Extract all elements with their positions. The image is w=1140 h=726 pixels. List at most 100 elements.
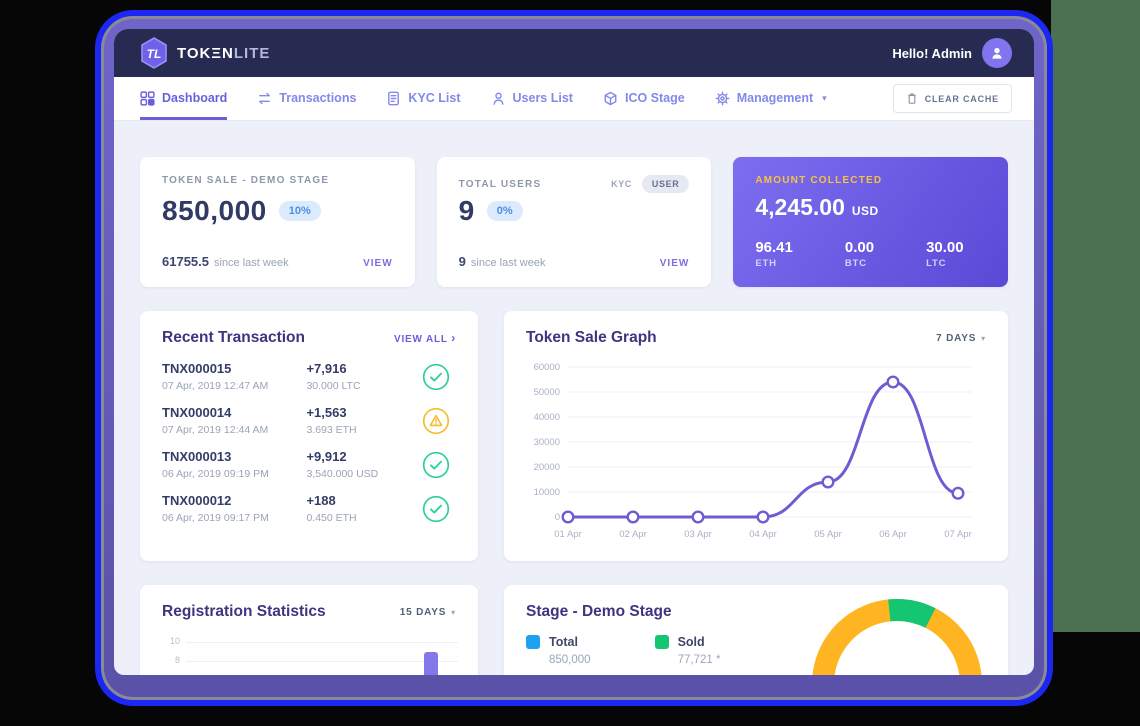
- registration-statistics-card: Registration Statistics 15 DAYS ▾ 10 8: [140, 585, 478, 675]
- transaction-status: [422, 407, 456, 435]
- view-all-link[interactable]: VIEW ALL ›: [393, 331, 456, 345]
- svg-text:60000: 60000: [534, 362, 560, 373]
- transaction-status: [422, 451, 456, 479]
- user-icon: [992, 47, 1002, 59]
- amount-collected-card: AMOUNT COLLECTED 4,245.00 USD 96.41 ETH 0.…: [733, 157, 1008, 287]
- transaction-status: [422, 363, 456, 391]
- transaction-amount: +7,916: [306, 361, 347, 376]
- stage-donut-chart: [802, 587, 992, 675]
- transaction-detail: 0.450 ETH: [306, 512, 357, 524]
- brand-name: TOKΞNLITE: [177, 44, 271, 62]
- stat-title: TOTAL USERS: [458, 178, 542, 190]
- kyc-user-toggle: KYC USER: [605, 175, 690, 193]
- svg-text:05 Apr: 05 Apr: [814, 529, 841, 540]
- legend-item-total: Total 850,000: [526, 635, 591, 666]
- dashboard-main: TOKEN SALE - DEMO STAGE 850,000 10% 6175…: [114, 121, 1034, 675]
- nav-item-dashboard[interactable]: Dashboard: [140, 77, 228, 120]
- nav-item-ico-stage[interactable]: ICO Stage: [603, 77, 685, 120]
- recent-transactions-card: Recent Transaction VIEW ALL › TNX000015 0…: [140, 311, 478, 561]
- backdrop-accent: [1051, 0, 1140, 632]
- success-check-icon: [422, 451, 450, 478]
- transaction-id: TNX000014: [162, 405, 232, 420]
- svg-text:03 Apr: 03 Apr: [684, 529, 711, 540]
- gear-icon: [715, 91, 730, 105]
- transaction-date: 07 Apr, 2019 12:44 AM: [162, 424, 269, 436]
- token-sale-line-chart: 0 10000 20000 30000 40000 50000 60000 01 Apr 02 …: [526, 355, 986, 543]
- success-check-icon: [422, 363, 450, 390]
- svg-text:40000: 40000: [534, 412, 560, 423]
- greeting-text: Hello! Admin: [892, 45, 972, 61]
- token-sale-value: 850,000: [162, 195, 267, 226]
- transaction-detail: 3,540.000 USD: [306, 468, 379, 480]
- transaction-id: TNX000012: [162, 493, 232, 508]
- token-sale-stat-card: TOKEN SALE - DEMO STAGE 850,000 10% 6175…: [140, 157, 415, 287]
- document-list-icon: [388, 91, 400, 105]
- cube-icon: [604, 91, 617, 105]
- swap-arrows-icon: [259, 92, 271, 104]
- dashboard-grid-icon: [140, 90, 155, 106]
- transaction-date: 06 Apr, 2019 09:17 PM: [162, 512, 269, 524]
- token-sale-graph-card: Token Sale Graph 7 DAYS ▾ 0 10000 20000 3000…: [504, 311, 1008, 561]
- transaction-detail: 3.693 ETH: [306, 424, 357, 436]
- total-users-badge: 0%: [486, 201, 523, 221]
- svg-text:50000: 50000: [534, 387, 560, 398]
- legend-item-sold: Sold 77,721 *: [654, 635, 720, 666]
- nav-item-users-list[interactable]: Users List: [491, 77, 573, 120]
- total-users-delta: 9: [458, 254, 466, 269]
- transaction-status: [422, 495, 456, 523]
- toggle-kyc[interactable]: KYC: [611, 179, 632, 189]
- amount-breakdown-item: 30.00 LTC: [926, 239, 964, 269]
- registration-bar: [424, 651, 438, 675]
- transaction-amount: +1,563: [306, 405, 347, 420]
- range-dropdown-15days[interactable]: 15 DAYS ▾: [399, 606, 456, 618]
- token-sale-graph-title: Token Sale Graph: [526, 329, 657, 346]
- svg-text:04 Apr: 04 Apr: [749, 529, 776, 540]
- transaction-row: TNX000015 07 Apr, 2019 12:47 AM +7,916 30.0…: [162, 361, 456, 392]
- nav-item-kyc-list[interactable]: KYC List: [386, 77, 461, 120]
- trash-icon: [907, 93, 916, 104]
- chevron-down-icon: ▾: [451, 607, 456, 617]
- transactions-title: Recent Transaction: [162, 329, 305, 346]
- svg-text:TL: TL: [147, 47, 162, 61]
- brand-logo[interactable]: TL TOKΞNLITE: [140, 37, 270, 69]
- success-check-icon: [422, 495, 450, 522]
- chevron-down-icon: ▾: [981, 333, 986, 343]
- nav-item-transactions[interactable]: Transactions: [257, 77, 356, 120]
- clear-cache-button[interactable]: CLEAR CACHE: [892, 84, 1012, 113]
- transaction-id: TNX000013: [162, 449, 232, 464]
- warning-triangle-icon: [422, 407, 450, 434]
- chevron-right-icon: ›: [451, 331, 456, 345]
- legend-swatch: [654, 635, 669, 649]
- toggle-user[interactable]: USER: [641, 175, 690, 193]
- main-nav: Dashboard Transactions KYC List Users List I…: [114, 77, 1034, 121]
- token-sale-view-link[interactable]: VIEW: [363, 258, 393, 269]
- svg-text:0: 0: [555, 512, 560, 523]
- total-users-view-link[interactable]: VIEW: [659, 258, 690, 269]
- transaction-row: TNX000012 06 Apr, 2019 09:17 PM +188 0.450 …: [162, 493, 456, 524]
- total-users-stat-card: TOTAL USERS KYC USER 9 0% 9 since last w…: [436, 157, 712, 287]
- svg-text:02 Apr: 02 Apr: [619, 529, 646, 540]
- svg-text:07 Apr: 07 Apr: [944, 529, 971, 540]
- transaction-amount: +9,912: [306, 449, 347, 464]
- stage-title: Stage - Demo Stage: [526, 603, 672, 620]
- stat-title: TOKEN SALE - DEMO STAGE: [162, 175, 330, 186]
- chevron-down-icon: ▾: [822, 92, 827, 103]
- transaction-date: 07 Apr, 2019 12:47 AM: [162, 380, 269, 392]
- app-screen: TL TOKΞNLITE Hello! Admin Dashboard Trans…: [114, 29, 1034, 675]
- transaction-id: TNX000015: [162, 361, 232, 376]
- legend-swatch: [526, 635, 540, 649]
- transaction-row: TNX000013 06 Apr, 2019 09:19 PM +9,912 3,54…: [162, 449, 456, 480]
- device-frame: TL TOKΞNLITE Hello! Admin Dashboard Trans…: [95, 10, 1053, 706]
- amount-breakdown-item: 96.41 ETH: [755, 239, 793, 269]
- token-sale-badge: 10%: [278, 201, 321, 221]
- user-avatar[interactable]: [982, 38, 1012, 68]
- brand-hexagon-icon: TL: [141, 37, 167, 69]
- amount-value: 4,245.00: [755, 194, 845, 220]
- range-dropdown-7days[interactable]: 7 DAYS ▾: [936, 332, 986, 344]
- nav-item-management[interactable]: Management ▾: [715, 77, 827, 120]
- amount-breakdown-item: 0.00 BTC: [844, 239, 875, 269]
- svg-text:30000: 30000: [534, 437, 560, 448]
- transaction-detail: 30.000 LTC: [306, 380, 361, 392]
- transaction-row: TNX000014 07 Apr, 2019 12:44 AM +1,563 3.69…: [162, 405, 456, 436]
- transaction-amount: +188: [306, 493, 336, 508]
